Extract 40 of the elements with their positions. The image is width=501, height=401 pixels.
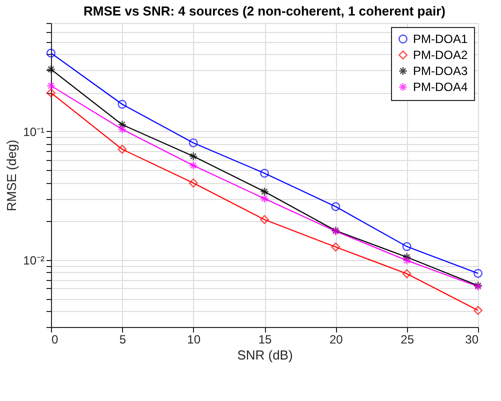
point	[46, 81, 56, 90]
point	[402, 252, 412, 262]
point	[46, 88, 56, 98]
y-axis-title: RMSE (deg)	[4, 140, 20, 212]
x-tick-label: 30	[465, 332, 479, 346]
point	[188, 161, 198, 170]
legend-label: PM-DOA2	[413, 48, 468, 62]
x-tick-label: 0	[52, 332, 58, 346]
x-tick-label: 15	[258, 332, 272, 346]
point	[402, 256, 412, 265]
x-tick-label: 10	[187, 332, 201, 346]
x-tick-label: 5	[119, 332, 126, 346]
point	[260, 194, 269, 204]
point	[402, 269, 412, 278]
point	[474, 268, 482, 278]
point	[331, 242, 340, 252]
point	[118, 124, 127, 134]
point	[188, 138, 198, 148]
chart-title: RMSE vs SNR: 4 sources (2 non-coherent, 1 coherent pair)	[84, 4, 446, 18]
y-tick-label: 10⁻²	[23, 253, 45, 268]
y-tick-label: 10⁻¹	[23, 124, 45, 139]
point	[188, 152, 198, 161]
legend-label: PM-DOA4	[413, 80, 468, 94]
legend-label: PM-DOA3	[413, 64, 468, 78]
point	[260, 215, 269, 224]
point	[260, 187, 269, 196]
point	[118, 100, 127, 109]
x-axis-title: SNR (dB)	[237, 348, 293, 362]
legend-label: PM-DOA1	[413, 32, 468, 46]
point	[260, 168, 269, 178]
point	[188, 178, 198, 188]
point	[46, 64, 56, 74]
point	[402, 242, 412, 252]
point	[118, 120, 127, 130]
point	[118, 144, 127, 154]
point	[331, 202, 340, 212]
point	[474, 306, 482, 315]
x-tick-label: 25	[400, 332, 414, 346]
x-tick-label: 20	[329, 332, 344, 346]
point	[46, 48, 56, 58]
